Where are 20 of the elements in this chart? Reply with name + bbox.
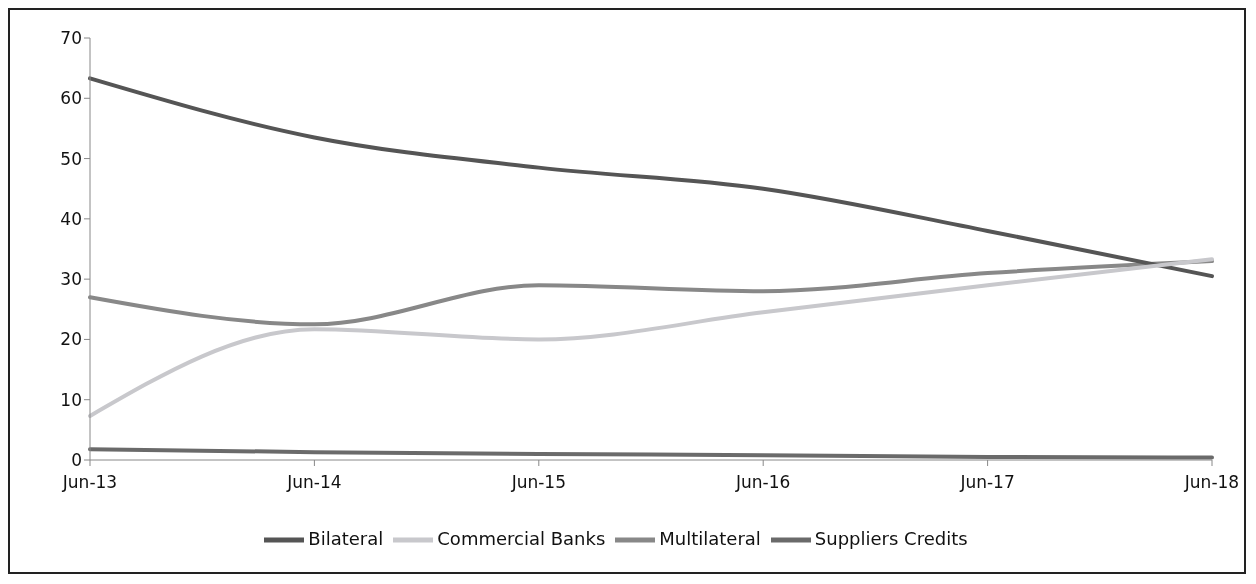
legend-label: Commercial Banks	[437, 528, 606, 549]
y-tick-label: 50	[60, 148, 82, 169]
y-tick-label: 0	[71, 450, 82, 471]
x-tick-label: Jun-16	[735, 472, 791, 493]
x-tick-label: Jun-17	[959, 472, 1015, 493]
y-tick-label: 20	[60, 329, 82, 350]
y-tick-label: 30	[60, 269, 82, 290]
y-tick-label: 10	[60, 389, 82, 410]
x-tick-label: Jun-13	[61, 472, 118, 493]
legend-label: Bilateral	[308, 528, 384, 549]
y-tick-label: 60	[60, 88, 82, 109]
y-tick-label: 40	[60, 208, 82, 229]
legend-label: Suppliers Credits	[814, 528, 968, 549]
legend-label: Multilateral	[659, 528, 761, 549]
y-tick-label: 70	[60, 28, 82, 49]
x-tick-label: Jun-18	[1183, 472, 1240, 493]
line-series	[88, 257, 1214, 418]
line-series	[88, 76, 1214, 279]
x-tick-label: Jun-14	[286, 472, 342, 493]
x-tick-label: Jun-15	[510, 472, 566, 493]
